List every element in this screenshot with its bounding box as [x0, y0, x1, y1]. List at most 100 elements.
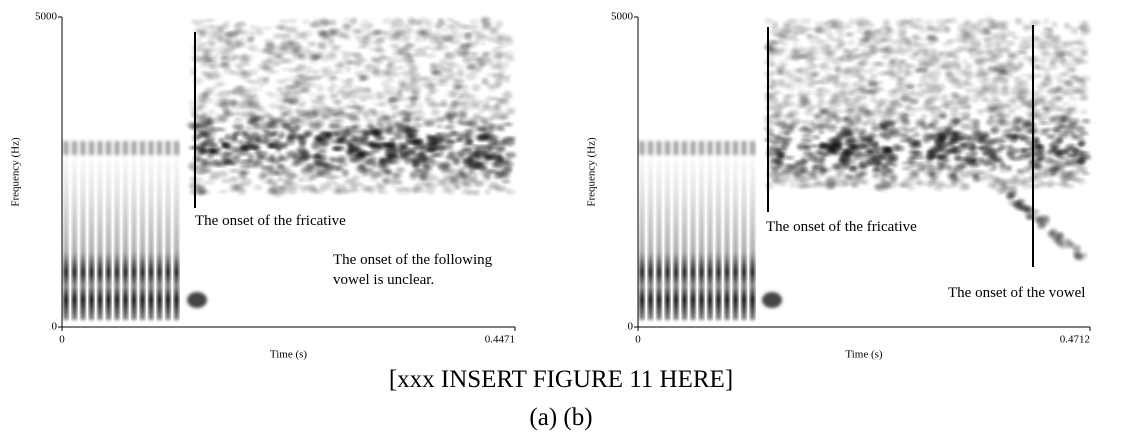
- noise: [792, 172, 800, 179]
- noise: [329, 94, 338, 100]
- noise: [468, 18, 480, 27]
- noise: [482, 57, 492, 65]
- noise: [790, 31, 798, 37]
- noise: [322, 132, 333, 136]
- noise: [224, 147, 233, 151]
- noise: [963, 45, 970, 53]
- noise: [1071, 27, 1079, 35]
- noise: [774, 109, 783, 117]
- noise: [1046, 134, 1056, 139]
- noise: [955, 37, 967, 43]
- voicing-striation: [63, 150, 69, 320]
- noise: [229, 168, 241, 173]
- noise: [276, 116, 285, 121]
- noise: [406, 132, 416, 138]
- noise: [796, 143, 808, 151]
- noise: [238, 37, 245, 45]
- noise: [889, 56, 899, 64]
- noise: [260, 59, 272, 64]
- noise: [1006, 150, 1014, 156]
- noise: [232, 125, 244, 130]
- noise: [232, 87, 240, 95]
- voicing-band: [131, 141, 137, 155]
- noise: [953, 155, 963, 161]
- noise: [390, 150, 398, 159]
- noise: [836, 180, 848, 187]
- noise: [213, 117, 220, 124]
- voicing-striation: [690, 150, 696, 320]
- noise: [330, 138, 343, 144]
- spectrogram: [63, 16, 517, 320]
- noise: [504, 187, 511, 194]
- noise: [839, 154, 851, 162]
- noise: [824, 89, 832, 96]
- noise: [1021, 54, 1034, 61]
- x-axis-label: Time (s): [845, 349, 883, 361]
- voicing-striation: [72, 150, 77, 320]
- noise: [938, 110, 946, 117]
- noise: [772, 49, 779, 57]
- noise: [818, 65, 831, 72]
- noise: [1014, 79, 1024, 88]
- noise: [996, 22, 1006, 29]
- noise: [504, 122, 514, 127]
- noise: [439, 132, 452, 141]
- voicing-band: [647, 141, 654, 155]
- voicing-striation: [716, 150, 721, 320]
- noise: [882, 19, 891, 26]
- noise: [394, 28, 406, 36]
- noise: [920, 88, 933, 94]
- noise: [391, 97, 402, 101]
- noise: [480, 41, 487, 46]
- noise: [1045, 89, 1056, 94]
- noise: [792, 43, 800, 50]
- voicing-band: [148, 141, 154, 155]
- noise: [377, 111, 387, 115]
- noise: [962, 112, 971, 121]
- noise: [207, 40, 217, 48]
- noise: [787, 36, 799, 40]
- noise: [835, 173, 842, 178]
- noise: [326, 179, 336, 186]
- noise: [469, 52, 478, 57]
- noise: [297, 177, 307, 182]
- noise: [782, 155, 795, 160]
- noise: [891, 146, 900, 151]
- noise: [1012, 35, 1019, 40]
- noise: [778, 27, 786, 33]
- noise: [1006, 53, 1015, 58]
- noise: [201, 88, 213, 96]
- noise: [801, 100, 812, 108]
- noise: [885, 89, 896, 94]
- noise: [445, 155, 457, 161]
- annotation: The onset of the vowel: [948, 285, 1086, 301]
- noise: [952, 147, 960, 153]
- noise: [247, 153, 254, 161]
- noise: [940, 59, 951, 63]
- noise: [911, 170, 920, 176]
- noise: [878, 152, 888, 160]
- noise: [796, 84, 805, 89]
- formant: [1037, 223, 1046, 230]
- noise: [229, 54, 238, 62]
- noise: [776, 162, 785, 168]
- noise: [834, 81, 842, 88]
- noise: [306, 184, 316, 192]
- noise: [1081, 28, 1091, 34]
- noise: [442, 115, 452, 121]
- noise: [476, 163, 485, 169]
- noise: [892, 49, 901, 53]
- noise: [1064, 129, 1075, 135]
- noise: [355, 105, 367, 109]
- noise: [1034, 177, 1044, 182]
- noise: [430, 38, 441, 46]
- noise: [876, 104, 884, 108]
- noise: [981, 131, 990, 136]
- noise: [925, 157, 934, 163]
- voicing-band: [114, 141, 120, 155]
- noise: [442, 27, 449, 33]
- noise: [280, 123, 293, 130]
- noise: [456, 135, 464, 142]
- noise: [1043, 34, 1054, 41]
- noise: [375, 44, 383, 53]
